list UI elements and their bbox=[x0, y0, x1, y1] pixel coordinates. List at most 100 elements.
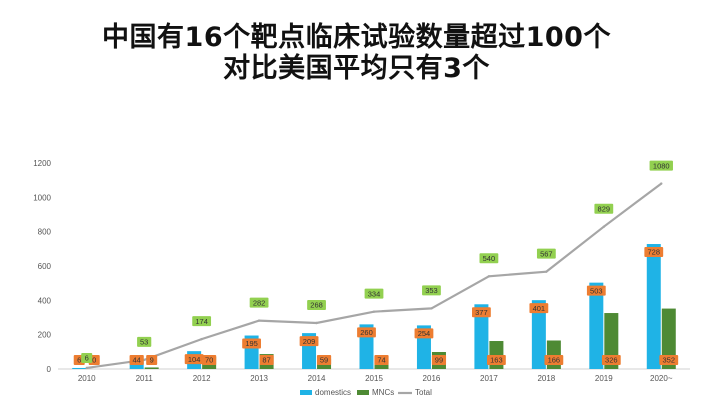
data-label-domestics: 377 bbox=[475, 308, 488, 317]
data-label-total-box bbox=[594, 203, 614, 214]
data-label-domestics-box bbox=[472, 307, 491, 318]
data-label-total-box bbox=[249, 297, 269, 308]
data-label-total: 174 bbox=[195, 317, 208, 326]
point-total bbox=[372, 310, 376, 313]
y-tick-label: 0 bbox=[47, 365, 52, 374]
data-label-domestics: 209 bbox=[303, 337, 316, 346]
data-label-mncs-box bbox=[431, 355, 447, 365]
data-label-domestics: 401 bbox=[533, 304, 546, 313]
data-label-total: 282 bbox=[253, 298, 266, 307]
data-label-total: 53 bbox=[140, 338, 148, 347]
legend-swatch-mncs bbox=[357, 390, 369, 395]
data-label-mncs: 326 bbox=[605, 356, 618, 365]
x-tick-label: 2018 bbox=[537, 374, 555, 383]
point-total bbox=[487, 275, 491, 278]
point-total bbox=[602, 225, 606, 228]
data-label-total-box bbox=[192, 316, 212, 327]
bar-mncs bbox=[661, 308, 676, 369]
data-label-domestics-box bbox=[529, 303, 549, 314]
data-label-mncs-box bbox=[374, 355, 389, 365]
point-total bbox=[545, 270, 548, 273]
data-label-mncs-box bbox=[259, 355, 274, 365]
data-label-total-box bbox=[137, 336, 152, 347]
data-label-domestics-box bbox=[299, 336, 319, 347]
x-tick-label: 2013 bbox=[250, 374, 268, 383]
data-label-domestics: 254 bbox=[418, 329, 431, 338]
bar-domestics bbox=[129, 361, 144, 369]
data-label-total-box bbox=[307, 299, 326, 310]
data-label-domestics-box bbox=[129, 355, 144, 365]
x-tick-label: 2012 bbox=[193, 374, 211, 383]
bar-domestics bbox=[531, 300, 546, 369]
data-label-domestics-box bbox=[586, 285, 606, 296]
data-label-domestics: 195 bbox=[245, 339, 258, 348]
bar-mncs bbox=[144, 367, 159, 369]
bar-domestics bbox=[72, 367, 87, 369]
data-label-mncs: 87 bbox=[262, 356, 270, 365]
legend-swatch-domestics bbox=[300, 390, 312, 395]
y-tick-label: 600 bbox=[38, 262, 52, 271]
x-tick-label: 2016 bbox=[423, 374, 441, 383]
point-total bbox=[315, 321, 318, 325]
title-line-1: 中国有16个靶点临床试验数量超过100个 bbox=[102, 22, 611, 53]
chart-title: 中国有16个靶点临床试验数量超过100个 对比美国平均只有3个 bbox=[0, 22, 713, 84]
data-label-total: 567 bbox=[540, 249, 553, 258]
x-tick-label: 2015 bbox=[365, 374, 383, 383]
data-label-mncs: 163 bbox=[490, 356, 503, 365]
data-label-mncs: 70 bbox=[205, 356, 213, 365]
data-label-mncs-box bbox=[544, 355, 564, 365]
point-total bbox=[85, 366, 88, 370]
point-total bbox=[660, 182, 663, 185]
x-tick-label: 2020~ bbox=[650, 374, 673, 383]
data-label-total: 6 bbox=[85, 354, 89, 363]
y-tick-label: 1000 bbox=[33, 193, 51, 202]
data-label-mncs-box bbox=[202, 355, 217, 365]
data-label-mncs: 166 bbox=[548, 356, 561, 365]
data-label-total-box bbox=[649, 160, 673, 171]
data-label-domestics: 104 bbox=[188, 355, 201, 364]
y-tick-label: 400 bbox=[38, 296, 52, 305]
data-label-mncs: 74 bbox=[377, 356, 385, 365]
data-label-domestics-box bbox=[242, 338, 261, 349]
y-tick-label: 200 bbox=[38, 331, 52, 340]
data-label-total: 540 bbox=[483, 254, 496, 263]
x-tick-label: 2017 bbox=[480, 374, 498, 383]
data-label-mncs: 9 bbox=[150, 356, 154, 365]
x-tick-label: 2019 bbox=[595, 374, 613, 383]
data-label-mncs-box bbox=[487, 355, 506, 365]
point-total bbox=[430, 307, 433, 310]
data-label-domestics-box bbox=[414, 328, 434, 339]
data-label-total: 353 bbox=[425, 286, 438, 295]
data-label-total-box bbox=[479, 253, 499, 264]
data-label-domestics-box bbox=[184, 354, 204, 365]
data-label-total: 1080 bbox=[653, 161, 670, 170]
data-label-mncs: 0 bbox=[92, 356, 96, 365]
bar-domestics bbox=[589, 282, 604, 369]
data-label-total-box bbox=[81, 353, 93, 363]
data-label-total: 829 bbox=[598, 204, 611, 213]
y-tick-label: 800 bbox=[38, 228, 52, 237]
data-label-total-box bbox=[364, 288, 384, 299]
data-label-mncs: 352 bbox=[663, 356, 676, 365]
data-label-total-box bbox=[536, 248, 556, 259]
y-tick-label: 1200 bbox=[33, 159, 51, 168]
point-total bbox=[200, 337, 203, 341]
x-tick-label: 2011 bbox=[136, 374, 154, 383]
data-label-domestics: 44 bbox=[133, 356, 141, 365]
data-label-total: 334 bbox=[368, 289, 381, 298]
data-label-domestics: 6 bbox=[77, 356, 81, 365]
line-total bbox=[86, 182, 662, 370]
x-tick-label: 2014 bbox=[308, 374, 326, 383]
data-label-mncs-box bbox=[146, 355, 158, 365]
data-label-mncs: 59 bbox=[320, 356, 328, 365]
data-label-mncs-box bbox=[601, 355, 621, 365]
data-label-domestics: 503 bbox=[590, 286, 603, 295]
data-label-total: 268 bbox=[310, 301, 323, 310]
data-label-domestics: 260 bbox=[360, 328, 373, 337]
legend-label-domestics: domestics bbox=[315, 388, 351, 397]
data-label-domestics-box bbox=[644, 247, 664, 258]
data-label-domestics: 728 bbox=[648, 248, 661, 257]
data-label-mncs-box bbox=[316, 355, 332, 365]
title-line-2: 对比美国平均只有3个 bbox=[223, 53, 490, 84]
